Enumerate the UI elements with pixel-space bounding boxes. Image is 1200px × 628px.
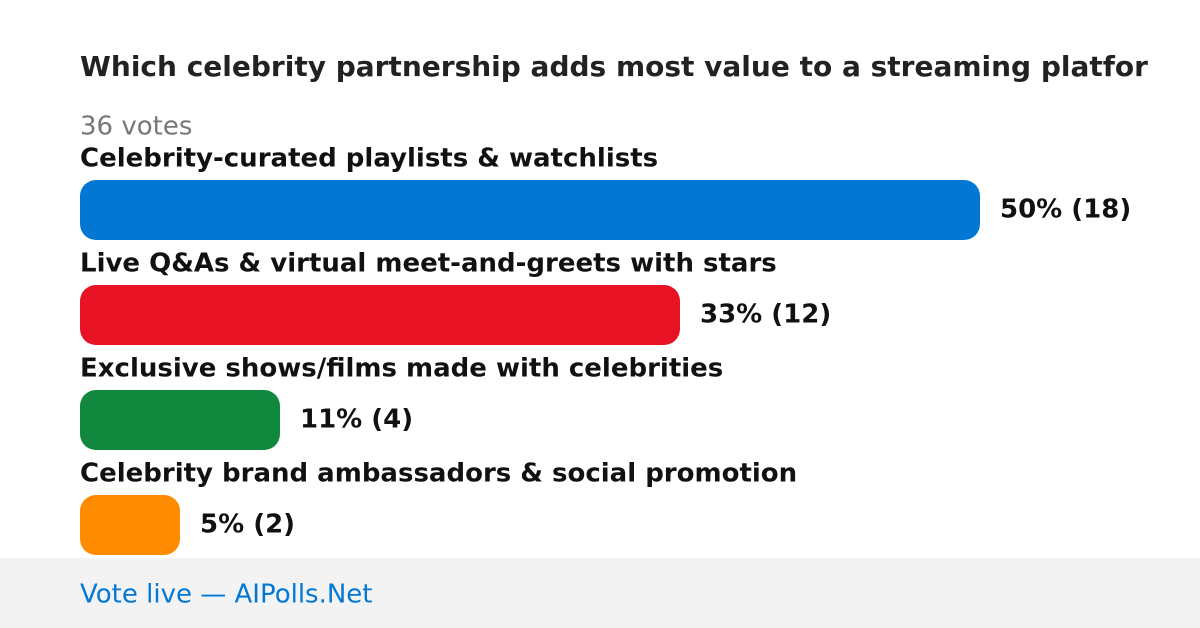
bar [80, 285, 680, 345]
footer-bar [0, 558, 1200, 628]
bar [80, 180, 980, 240]
value-label: 33% (12) [700, 300, 831, 330]
footer-link[interactable]: Vote live — AIPolls.Net [80, 580, 373, 610]
option-label: Exclusive shows/films made with celebrit… [80, 354, 723, 384]
value-label: 5% (2) [200, 510, 295, 540]
vote-count: 36 votes [80, 112, 192, 142]
bar [80, 390, 280, 450]
option-label: Live Q&As & virtual meet-and-greets with… [80, 249, 777, 279]
value-label: 11% (4) [300, 405, 413, 435]
bar [80, 495, 180, 555]
value-label: 50% (18) [1000, 195, 1131, 225]
poll-title: Which celebrity partnership adds most va… [80, 50, 1148, 83]
option-label: Celebrity-curated playlists & watchlists [80, 144, 658, 174]
option-label: Celebrity brand ambassadors & social pro… [80, 459, 797, 489]
